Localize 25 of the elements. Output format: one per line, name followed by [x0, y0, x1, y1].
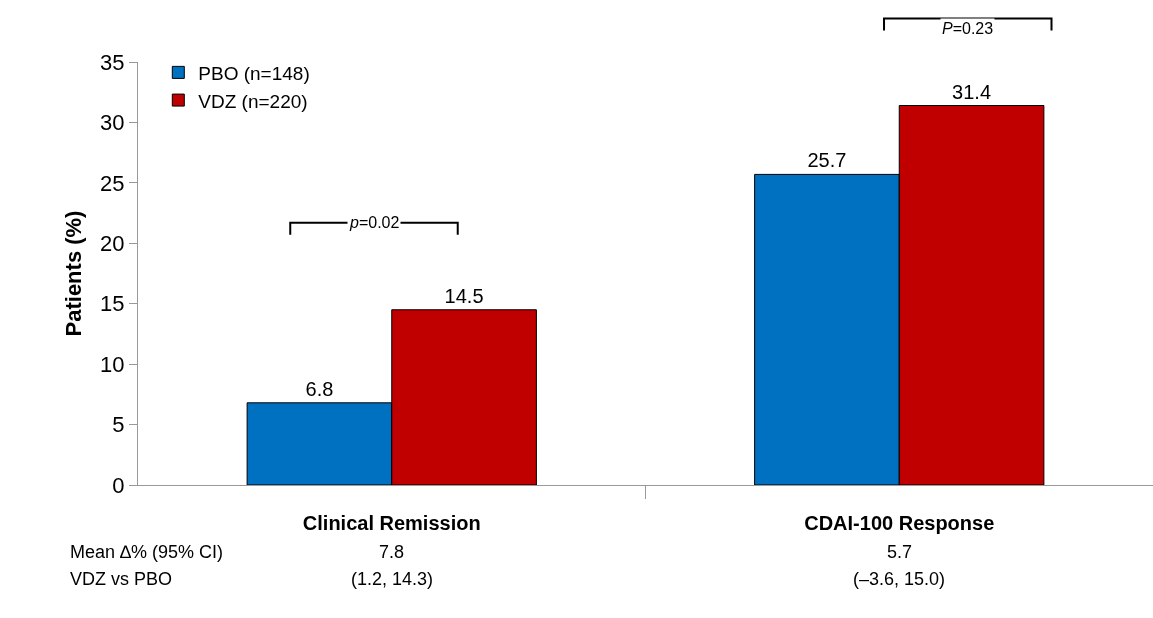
data-label: 14.5	[444, 284, 484, 307]
data-label: 25.7	[807, 149, 847, 172]
x-tick-label: Clinical Remission	[302, 512, 481, 534]
data-label: 31.4	[952, 80, 992, 103]
text: 5.7	[887, 542, 913, 562]
y-tick-label: 20	[100, 230, 125, 256]
text: (1.2, 14.3)	[351, 569, 434, 589]
y-tick-label: 35	[100, 49, 125, 75]
y-axis-title: Patients (%)	[60, 210, 86, 337]
y-tick-label: 25	[100, 170, 125, 196]
legend-label: VDZ (n=220)	[198, 90, 308, 112]
legend-label: PBO (n=148)	[198, 62, 310, 84]
text: Mean ∆% (95% CI)	[70, 542, 224, 562]
text: 7.8	[379, 542, 405, 562]
y-tick-label: 10	[100, 351, 125, 377]
annotation: p=0.02	[349, 214, 400, 231]
text: (–3.6, 15.0)	[853, 569, 946, 589]
y-tick-label: 5	[112, 412, 125, 438]
data-label: 6.8	[305, 377, 334, 400]
text: P=0.23	[942, 20, 994, 37]
text: VDZ vs PBO	[70, 569, 173, 589]
y-tick-label: 30	[100, 110, 125, 136]
x-tick-label: CDAI-100 Response	[804, 512, 995, 534]
y-tick-label: 15	[100, 291, 125, 317]
y-tick-label: 0	[112, 472, 125, 498]
